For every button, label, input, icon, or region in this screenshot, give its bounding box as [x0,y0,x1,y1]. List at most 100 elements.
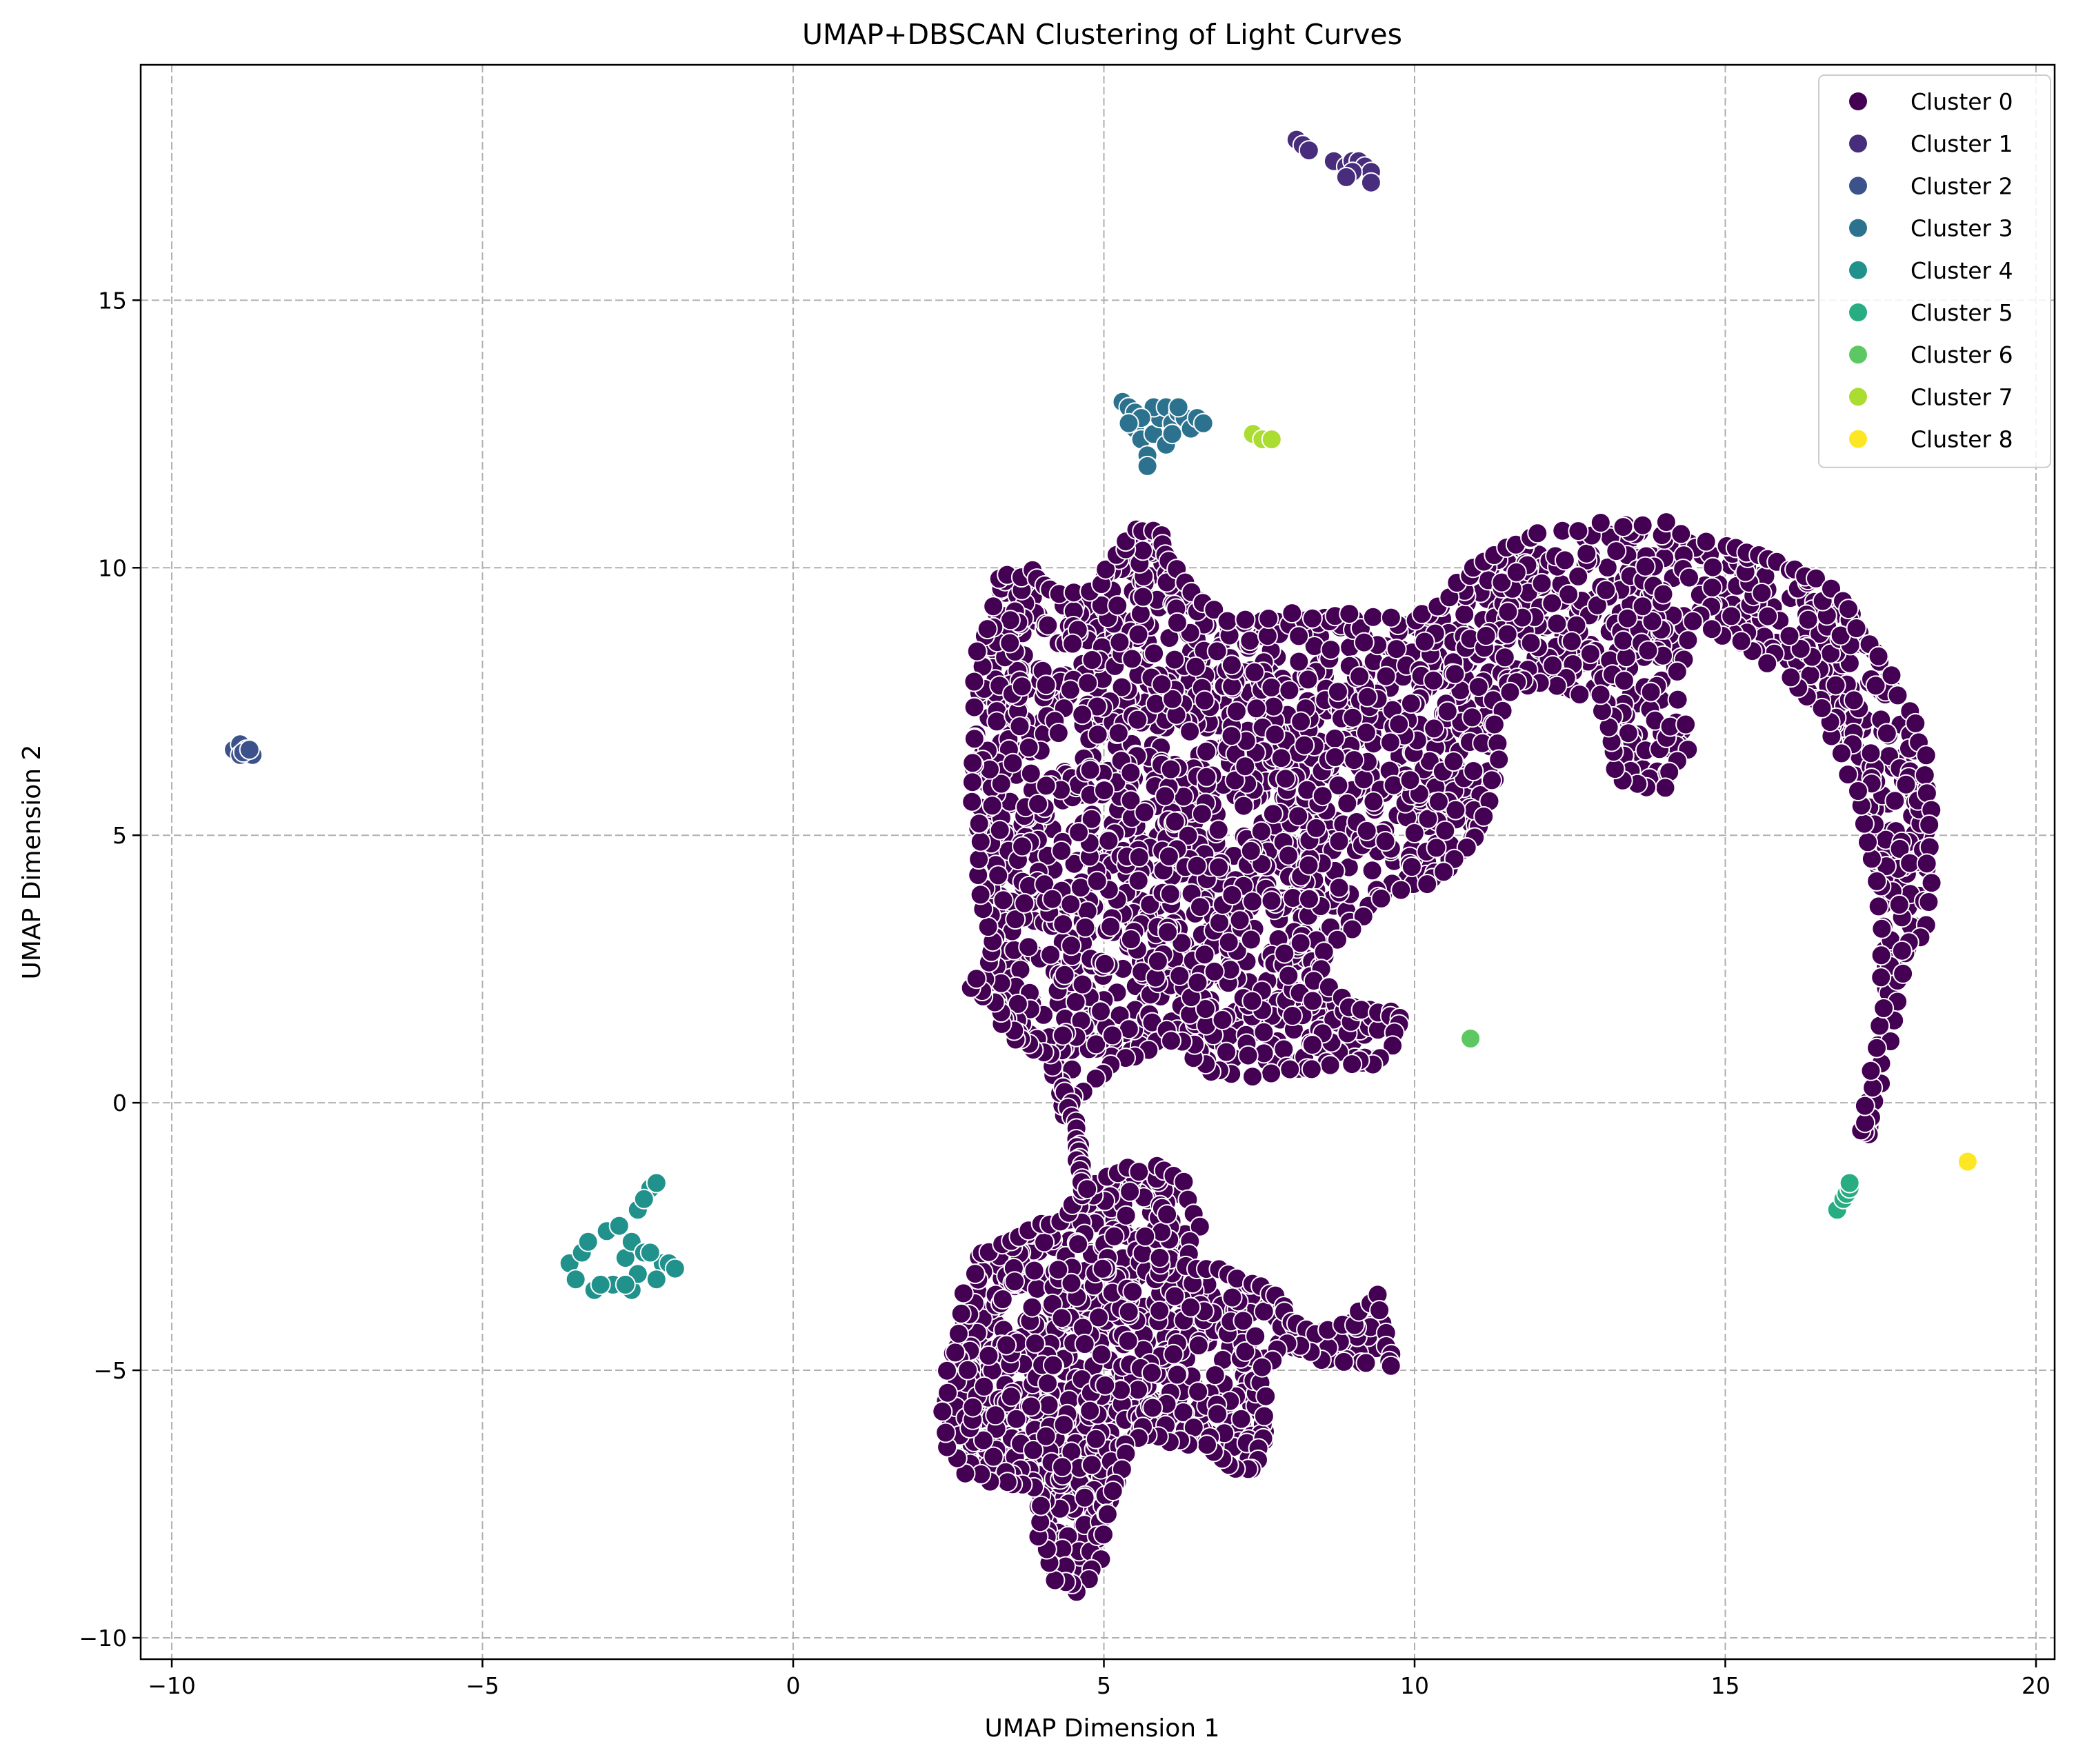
cluster-0-point [1037,1373,1058,1394]
cluster-0-point [1274,943,1295,964]
cluster-0-point [1473,806,1495,827]
cluster-0-point [1188,1335,1209,1356]
cluster-0-point [1121,648,1143,670]
cluster-0-point [1169,965,1190,986]
cluster-0-point [1190,896,1210,918]
cluster-0-point [1161,1030,1181,1052]
cluster-0-point [1860,743,1882,764]
cluster-0-point [1035,775,1057,796]
cluster-0-point [1306,817,1327,839]
cluster-0-point [1444,663,1466,685]
cluster-0-point [1044,1570,1066,1591]
y-tick-label: 0 [112,1090,127,1116]
cluster-0-point [1595,579,1617,601]
cluster-0-point [1117,1330,1139,1352]
cluster-0-point [1242,891,1263,912]
cluster-0-point [1077,672,1099,694]
legend-marker [1849,177,1867,195]
cluster-0-point [985,1405,1006,1426]
cluster-0-point [1005,909,1026,930]
cluster-0-point [1120,929,1141,950]
cluster-0-point [1825,674,1846,696]
cluster-0-point [961,772,983,793]
cluster-0-point [1356,820,1377,841]
cluster-0-point [1590,684,1611,705]
cluster-4-point [615,1274,636,1295]
cluster-0-point [1279,1059,1301,1080]
y-axis-label: UMAP Dimension 2 [18,745,46,980]
cluster-0-point [1021,1296,1043,1318]
cluster-0-point [1239,630,1261,652]
cluster-0-point [992,890,1014,911]
cluster-4-point [664,1258,686,1279]
cluster-0-point [1546,675,1568,696]
cluster-0-point [1195,999,1216,1019]
cluster-0-point [1166,612,1188,633]
x-tick-label: −5 [466,1672,499,1699]
cluster-0-point [1888,894,1910,915]
cluster-0-point [1617,608,1638,629]
legend-label: Cluster 2 [1911,172,2013,199]
cluster-0-point [1327,929,1348,950]
cluster-0-point [966,641,988,662]
cluster-0-point [981,795,1003,816]
cluster-0-point [1868,896,1889,917]
cluster-0-point [1035,1425,1057,1447]
cluster-0-point [1253,1405,1275,1427]
cluster-0-point [1196,766,1217,788]
cluster-0-point [1349,665,1370,687]
cluster-0-point [1445,799,1466,821]
cluster-0-point [1229,910,1250,931]
cluster-0-point [1426,837,1447,859]
cluster-0-point [1014,892,1035,914]
cluster-0-point [1780,667,1802,688]
cluster-0-point [1313,941,1335,963]
cluster-0-point [1670,523,1692,545]
cluster-0-point [1147,950,1168,972]
cluster-0-point [1139,894,1161,915]
cluster-0-point [1020,763,1041,784]
cluster-0-point [1102,1481,1124,1501]
cluster-0-point [935,1422,957,1443]
cluster-0-point [1569,684,1590,705]
cluster-0-point [1002,752,1024,774]
legend-marker [1849,388,1867,406]
cluster-0-point [962,1396,984,1418]
cluster-0-point [990,773,1012,794]
cluster-0-point [1730,630,1752,652]
cluster-0-point [1341,919,1363,940]
cluster-0-point [1568,521,1589,542]
cluster-0-point [1779,625,1800,647]
cluster-0-point [1191,803,1213,825]
y-tick-label: −5 [93,1357,127,1384]
legend-marker [1849,219,1867,237]
cluster-3-point [1193,412,1214,434]
cluster-0-point [1133,586,1154,608]
cluster-0-point [1281,1005,1303,1026]
cluster-0-point [1264,724,1286,745]
cluster-0-point [1613,670,1635,691]
cluster-0-point [945,1342,966,1363]
x-tick-label: −10 [148,1672,196,1699]
cluster-0-point [1207,1403,1228,1425]
cluster-0-point [1797,609,1819,630]
cluster-0-point [1157,921,1178,943]
cluster-0-point [1010,959,1031,981]
cluster-0-point [1171,932,1193,954]
cluster-0-point [1262,803,1284,825]
cluster-0-point [1270,748,1292,769]
cluster-0-point [1021,1396,1041,1417]
cluster-0-point [1443,751,1464,772]
cluster-0-point [1853,813,1875,834]
cluster-0-point [1068,822,1089,843]
cluster-0-point [1061,935,1082,956]
cluster-0-point [1848,781,1868,801]
cluster-0-point [1275,768,1296,790]
cluster-0-point [1632,596,1653,617]
legend-label: Cluster 0 [1911,88,2013,115]
cluster-0-point [1120,790,1141,811]
cluster-0-point [1197,1434,1217,1456]
cluster-0-point [1233,795,1255,816]
cluster-0-point [1157,1204,1178,1225]
cluster-0-point [1128,870,1149,892]
